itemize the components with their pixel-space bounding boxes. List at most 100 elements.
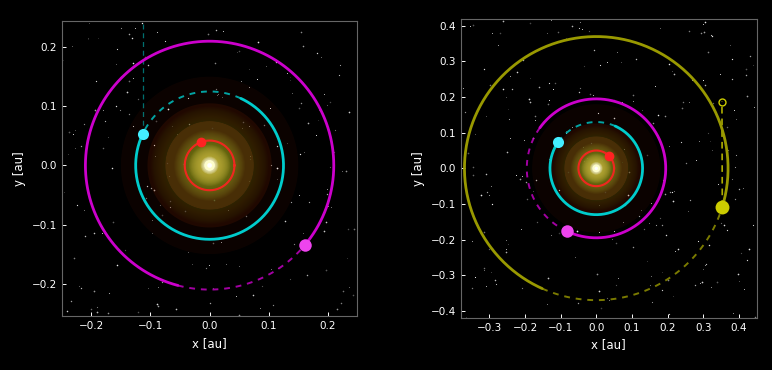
Circle shape [183, 139, 236, 192]
Polygon shape [147, 103, 272, 228]
Circle shape [203, 159, 216, 172]
Circle shape [594, 166, 599, 171]
Circle shape [189, 145, 230, 186]
Circle shape [580, 152, 613, 185]
Circle shape [592, 165, 600, 172]
Circle shape [575, 148, 617, 189]
Circle shape [205, 160, 215, 171]
Circle shape [178, 134, 242, 197]
Circle shape [184, 139, 235, 191]
Circle shape [577, 149, 616, 188]
Y-axis label: y [au]: y [au] [13, 151, 26, 186]
Circle shape [187, 142, 232, 188]
Circle shape [198, 154, 222, 177]
Circle shape [186, 142, 233, 189]
Circle shape [578, 150, 615, 186]
Circle shape [174, 131, 244, 200]
Circle shape [178, 134, 241, 196]
Circle shape [181, 137, 238, 194]
Circle shape [179, 135, 240, 196]
Circle shape [584, 157, 608, 180]
Circle shape [586, 158, 607, 179]
Circle shape [581, 152, 612, 184]
Circle shape [574, 147, 618, 190]
Circle shape [207, 162, 212, 168]
Circle shape [201, 157, 218, 174]
Circle shape [573, 145, 620, 192]
Circle shape [192, 148, 227, 182]
Circle shape [185, 140, 235, 191]
Circle shape [583, 155, 610, 182]
Circle shape [579, 151, 614, 185]
Circle shape [577, 149, 615, 187]
Circle shape [204, 159, 215, 171]
Circle shape [576, 148, 617, 189]
Circle shape [192, 148, 227, 183]
Circle shape [181, 137, 239, 194]
Circle shape [199, 155, 220, 176]
Polygon shape [532, 104, 660, 232]
Circle shape [193, 149, 226, 182]
Polygon shape [121, 77, 298, 254]
Circle shape [587, 159, 606, 178]
X-axis label: x [au]: x [au] [591, 339, 626, 352]
Polygon shape [564, 136, 628, 201]
Circle shape [594, 166, 598, 171]
Circle shape [208, 163, 212, 168]
Circle shape [584, 156, 608, 181]
Circle shape [589, 161, 604, 176]
Circle shape [205, 161, 214, 170]
Circle shape [591, 163, 601, 174]
Circle shape [571, 143, 621, 194]
Circle shape [201, 157, 218, 174]
Circle shape [590, 162, 603, 175]
Circle shape [208, 164, 211, 167]
Circle shape [584, 155, 609, 181]
Circle shape [587, 160, 604, 177]
Circle shape [188, 143, 232, 188]
Circle shape [593, 165, 600, 172]
X-axis label: x [au]: x [au] [192, 337, 227, 350]
Circle shape [595, 167, 598, 169]
Circle shape [589, 161, 603, 175]
Circle shape [191, 147, 228, 184]
Circle shape [594, 166, 598, 170]
Circle shape [593, 165, 600, 172]
Circle shape [200, 156, 219, 175]
Circle shape [195, 151, 224, 179]
Circle shape [571, 143, 622, 194]
Circle shape [591, 162, 602, 174]
Polygon shape [165, 121, 254, 210]
Circle shape [588, 160, 604, 176]
Circle shape [587, 159, 605, 178]
Circle shape [582, 154, 610, 182]
Circle shape [197, 153, 222, 178]
Circle shape [206, 162, 213, 169]
Circle shape [191, 146, 229, 185]
Circle shape [198, 154, 221, 176]
Circle shape [572, 144, 621, 193]
Circle shape [194, 150, 225, 181]
Circle shape [575, 147, 618, 190]
Circle shape [594, 167, 598, 170]
Circle shape [207, 163, 212, 168]
Circle shape [591, 164, 601, 173]
Circle shape [195, 151, 225, 180]
Circle shape [176, 132, 243, 199]
Circle shape [579, 151, 614, 186]
Circle shape [175, 131, 244, 199]
Circle shape [582, 154, 611, 183]
Circle shape [190, 145, 229, 185]
Circle shape [174, 130, 245, 201]
Circle shape [180, 136, 239, 195]
Circle shape [574, 146, 618, 191]
Y-axis label: y [au]: y [au] [412, 151, 425, 186]
Circle shape [205, 160, 215, 171]
Circle shape [574, 145, 619, 191]
Circle shape [182, 138, 237, 193]
Circle shape [185, 141, 234, 190]
Circle shape [188, 144, 231, 187]
Circle shape [577, 149, 615, 188]
Circle shape [209, 165, 210, 166]
Circle shape [177, 133, 242, 198]
